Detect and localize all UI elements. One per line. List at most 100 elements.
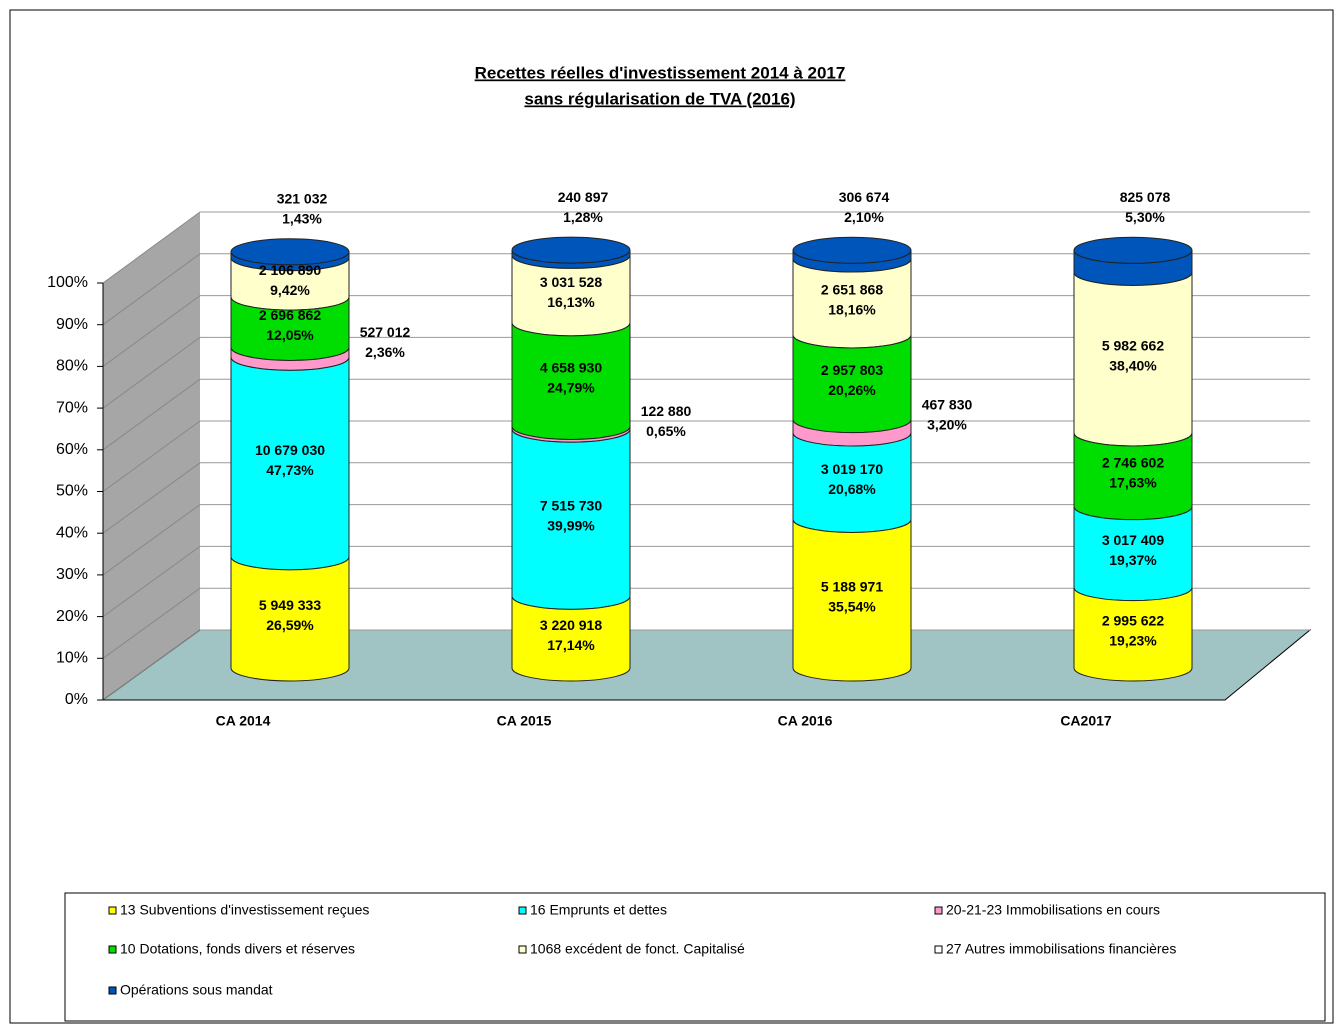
cylinder-segment bbox=[792, 519, 912, 682]
y-tick-label: 20% bbox=[56, 608, 88, 625]
data-label: 2 957 803 bbox=[821, 362, 883, 378]
data-label: 17,63% bbox=[1109, 475, 1157, 491]
data-label: 5 982 662 bbox=[1102, 337, 1164, 353]
cylinder-cap bbox=[230, 238, 350, 266]
cylinder-segment bbox=[1073, 587, 1193, 682]
grid-line bbox=[102, 545, 201, 618]
data-label: 24,79% bbox=[547, 379, 595, 395]
x-tick-label: CA2017 bbox=[1060, 713, 1112, 729]
chart-title: sans régularisation de TVA (2016) bbox=[524, 89, 795, 108]
data-label: 5 188 971 bbox=[821, 578, 883, 594]
data-label: 1,28% bbox=[563, 209, 603, 225]
data-label: 19,37% bbox=[1109, 552, 1157, 568]
data-label: 306 674 bbox=[839, 189, 890, 205]
y-tick-label: 80% bbox=[56, 358, 88, 375]
legend-marker bbox=[108, 906, 117, 915]
legend-marker bbox=[518, 945, 527, 954]
data-label: 2 746 602 bbox=[1102, 455, 1164, 471]
data-label: 9,42% bbox=[270, 282, 310, 298]
cylinder-segment bbox=[230, 556, 350, 682]
data-label: 5,30% bbox=[1125, 209, 1165, 225]
data-label: 5 949 333 bbox=[259, 597, 321, 613]
data-label: 3 220 918 bbox=[540, 617, 602, 633]
data-label: 12,05% bbox=[266, 327, 314, 343]
cylinder-segment bbox=[511, 596, 631, 682]
data-label: 19,23% bbox=[1109, 633, 1157, 649]
data-label: 0,65% bbox=[646, 423, 686, 439]
y-tick-label: 10% bbox=[56, 650, 88, 667]
legend-marker bbox=[108, 945, 117, 954]
y-tick-label: 100% bbox=[47, 274, 88, 291]
data-label: 825 078 bbox=[1120, 189, 1171, 205]
legend-label: 20-21-23 Immobilisations en cours bbox=[946, 902, 1160, 918]
data-label: 527 012 bbox=[360, 324, 411, 340]
x-tick-label: CA 2014 bbox=[216, 713, 271, 729]
data-label: 20,68% bbox=[828, 481, 876, 497]
data-label: 2 106 890 bbox=[259, 262, 321, 278]
grid-line bbox=[102, 211, 201, 284]
data-label: 7 515 730 bbox=[540, 497, 602, 513]
data-label: 321 032 bbox=[277, 190, 328, 206]
cylinder bbox=[1073, 236, 1193, 682]
legend-label: 10 Dotations, fonds divers et réserves bbox=[120, 941, 355, 957]
grid-line bbox=[102, 629, 201, 701]
data-label: 20,26% bbox=[828, 382, 876, 398]
grid-line bbox=[102, 295, 201, 367]
data-label: 17,14% bbox=[547, 637, 595, 653]
data-label: 26,59% bbox=[266, 617, 314, 633]
data-label: 47,73% bbox=[266, 462, 314, 478]
data-label: 2 696 862 bbox=[259, 307, 321, 323]
legend bbox=[64, 892, 1326, 1022]
grid-line bbox=[102, 420, 201, 492]
grid-line bbox=[102, 462, 201, 534]
chart-title: Recettes réelles d'investissement 2014 à… bbox=[475, 63, 846, 82]
data-label: 240 897 bbox=[558, 189, 609, 205]
data-label: 3 017 409 bbox=[1102, 532, 1164, 548]
y-tick-label: 60% bbox=[56, 441, 88, 458]
y-tick-label: 40% bbox=[56, 524, 88, 541]
grid-line bbox=[102, 378, 201, 451]
data-label: 38,40% bbox=[1109, 357, 1157, 373]
y-tick-label: 50% bbox=[56, 483, 88, 500]
legend-marker bbox=[108, 986, 117, 995]
grid-line bbox=[102, 336, 201, 409]
legend-label: 1068 excédent de fonct. Capitalisé bbox=[530, 941, 745, 957]
legend-marker bbox=[518, 906, 527, 915]
data-label: 122 880 bbox=[641, 403, 692, 419]
cylinder-cap bbox=[1073, 236, 1193, 264]
data-label: 35,54% bbox=[828, 598, 876, 614]
cylinder-cap bbox=[792, 236, 912, 264]
data-label: 10 679 030 bbox=[255, 442, 325, 458]
data-label: 4 658 930 bbox=[540, 359, 602, 375]
x-tick-label: CA 2016 bbox=[778, 713, 833, 729]
data-label: 18,16% bbox=[828, 302, 876, 318]
data-label: 2 651 868 bbox=[821, 282, 883, 298]
cylinder bbox=[792, 236, 912, 682]
data-label: 16,13% bbox=[547, 294, 595, 310]
y-tick-label: 0% bbox=[65, 691, 88, 708]
y-tick-label: 90% bbox=[56, 316, 88, 333]
legend-marker bbox=[934, 945, 943, 954]
legend-label: 13 Subventions d'investissement reçues bbox=[120, 902, 369, 918]
data-label: 467 830 bbox=[922, 396, 973, 412]
data-label: 2 995 622 bbox=[1102, 613, 1164, 629]
y-tick-label: 30% bbox=[56, 566, 88, 583]
legend-marker bbox=[934, 906, 943, 915]
x-tick-label: CA 2015 bbox=[497, 713, 552, 729]
data-label: 3,20% bbox=[927, 416, 967, 432]
grid-line bbox=[102, 504, 201, 576]
y-tick-label: 70% bbox=[56, 399, 88, 416]
grid-line bbox=[102, 253, 201, 326]
cylinder-cap bbox=[511, 236, 631, 264]
data-label: 2,36% bbox=[365, 344, 405, 360]
data-label: 3 031 528 bbox=[540, 274, 602, 290]
legend-label: 16 Emprunts et dettes bbox=[530, 902, 667, 918]
cylinder bbox=[511, 236, 631, 682]
data-label: 1,43% bbox=[282, 210, 322, 226]
legend-label: 27 Autres immobilisations financières bbox=[946, 941, 1176, 957]
data-label: 39,99% bbox=[547, 517, 595, 533]
data-label: 2,10% bbox=[844, 209, 884, 225]
grid-line bbox=[102, 587, 201, 659]
legend-label: Opérations sous mandat bbox=[120, 982, 273, 998]
